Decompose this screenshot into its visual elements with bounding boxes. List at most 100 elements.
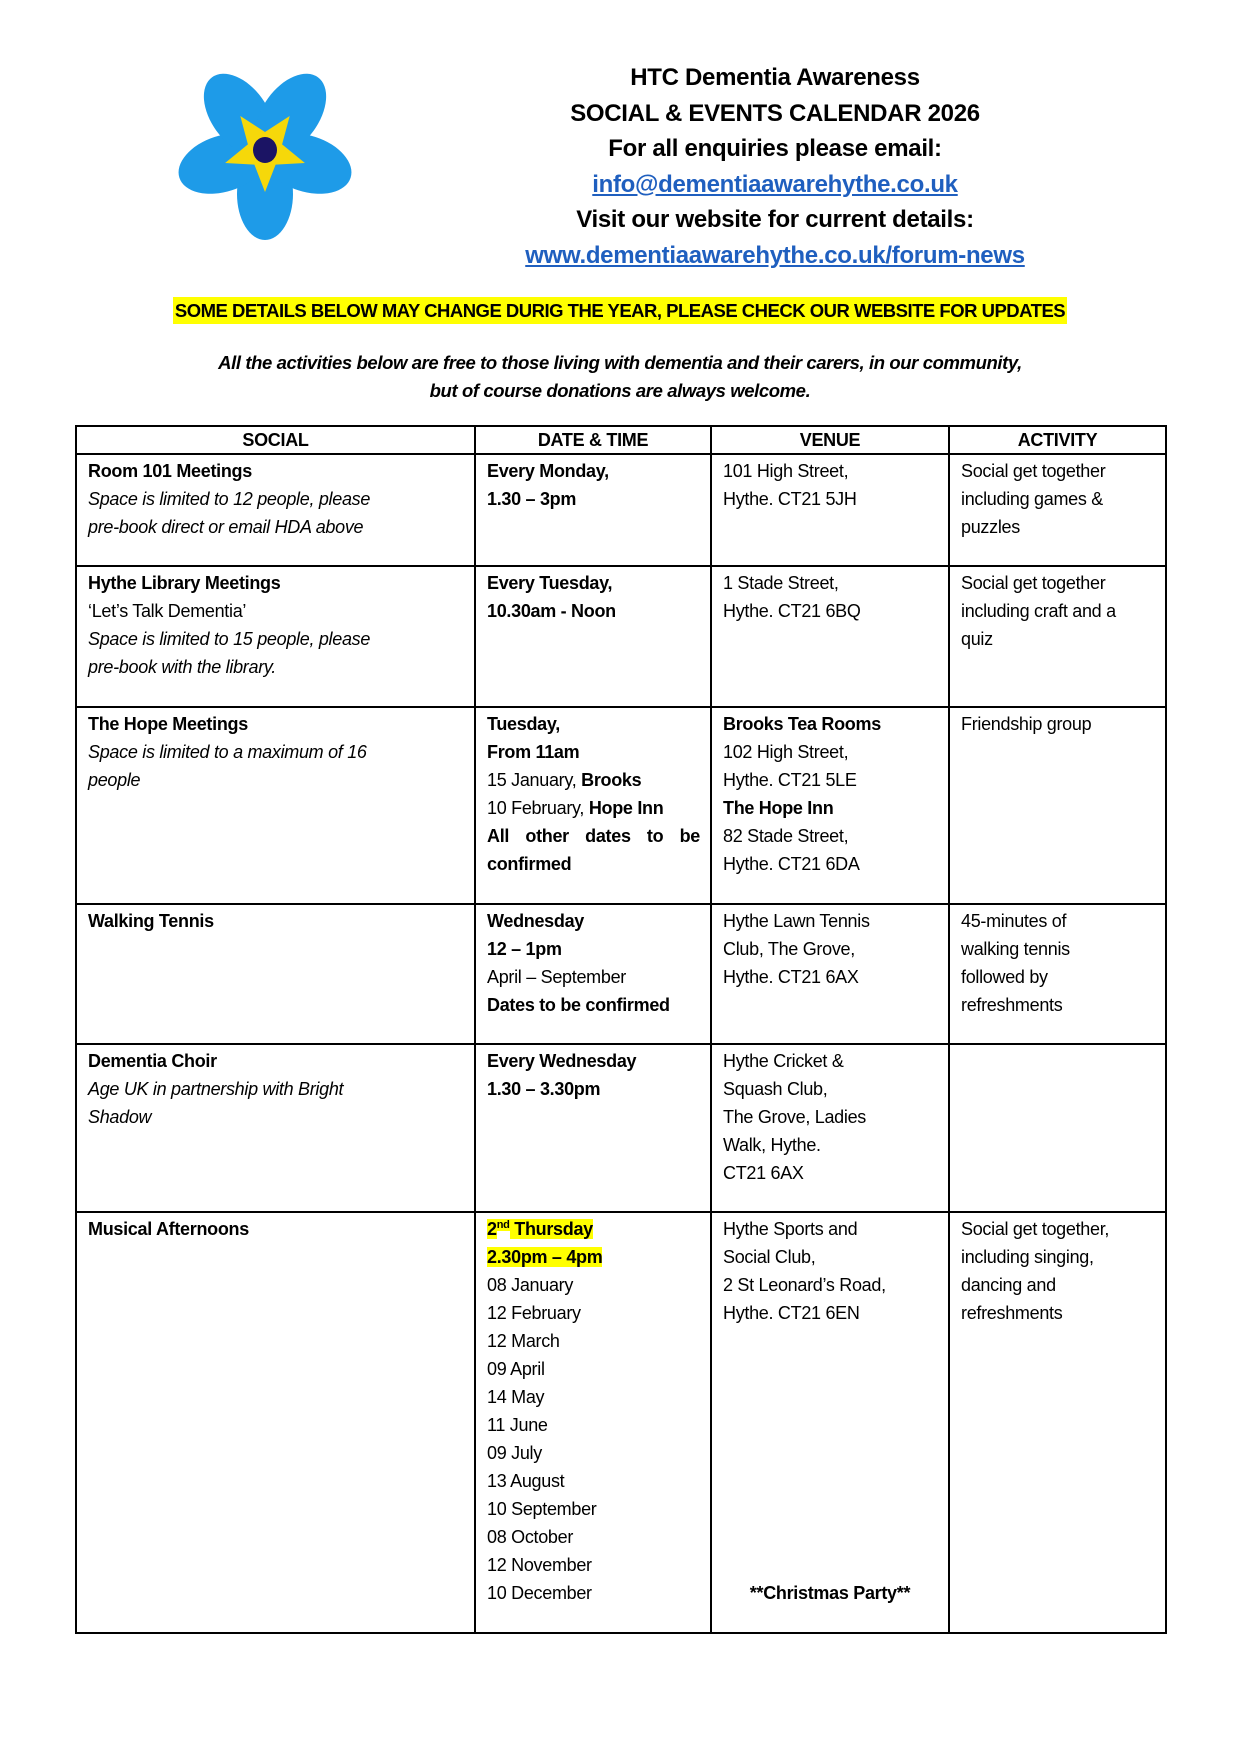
- cell-line: refreshments: [961, 991, 1155, 1019]
- cell-text: Tuesday,: [487, 714, 560, 734]
- cell-text: From 11am: [487, 742, 580, 762]
- cell-line: Friendship group: [961, 710, 1155, 738]
- cell-social: Walking Tennis: [75, 903, 476, 1045]
- cell-venue: Brooks Tea Rooms 102 High Street, Hythe. C…: [710, 706, 950, 905]
- cell-line: 2.30pm – 4pm: [487, 1243, 700, 1271]
- cell-text: 08 October: [487, 1527, 574, 1547]
- cell-line: Hythe Sports and: [723, 1215, 938, 1243]
- cell-line: Every Wednesday: [487, 1047, 700, 1075]
- cell-line: The Hope Meetings: [88, 710, 464, 738]
- cell-text: 82 Stade Street,: [723, 826, 849, 846]
- col-social: SOCIAL: [75, 425, 476, 455]
- cell-line: Dementia Choir: [88, 1047, 464, 1075]
- cell-text: Dates to be confirmed: [487, 995, 670, 1015]
- cell-text: Social get together: [961, 461, 1106, 481]
- cell-activity: 45-minutes of walking tennis followed by re…: [948, 903, 1167, 1045]
- cell-text: refreshments: [961, 995, 1063, 1015]
- cell-text: 09 April: [487, 1359, 545, 1379]
- cell-line: Hythe. CT21 6DA: [723, 850, 938, 878]
- cell-text: Wednesday: [487, 911, 585, 931]
- cell-line: Tuesday,: [487, 710, 700, 738]
- cell-line: CT21 6AX: [723, 1159, 938, 1187]
- col-date-time: DATE & TIME: [474, 425, 712, 455]
- cell-text: The Hope Meetings: [88, 714, 248, 734]
- cell-activity: Social get together including games & puzz…: [948, 453, 1167, 567]
- cell-text: 15 January,: [487, 770, 582, 790]
- table-row: Room 101 Meetings Space is limited to 12 …: [75, 453, 1167, 567]
- cell-text: Walk, Hythe.: [723, 1135, 821, 1155]
- cell-text: 11 June: [487, 1415, 548, 1435]
- intro-text: All the activities below are free to tho…: [0, 349, 1240, 405]
- cell-text: walking tennis: [961, 939, 1070, 959]
- cell-date: Wednesday 12 – 1pm April – September Dates …: [474, 903, 712, 1045]
- table-row: The Hope Meetings Space is limited to a m…: [75, 706, 1167, 905]
- cell-date: Every Tuesday, 10.30am - Noon: [474, 565, 712, 708]
- cell-line: April – September: [487, 963, 700, 991]
- cell-line: Room 101 Meetings: [88, 457, 464, 485]
- cell-line: Hythe. CT21 5LE: [723, 766, 938, 794]
- cell-line: 10 December: [487, 1579, 700, 1607]
- cell-line: Musical Afternoons: [88, 1215, 464, 1243]
- cell-text: Hythe. CT21 5JH: [723, 489, 857, 509]
- cell-text: Squash Club,: [723, 1079, 828, 1099]
- cell-text: followed by: [961, 967, 1048, 987]
- cell-venue: Hythe Sports and Social Club, 2 St Leonard…: [710, 1211, 950, 1634]
- cell-text: pre-book direct or email HDA above: [88, 517, 364, 537]
- cell-venue: Hythe Cricket & Squash Club, The Grove, La…: [710, 1043, 950, 1213]
- cell-text: 102 High Street,: [723, 742, 849, 762]
- cell-text: quiz: [961, 629, 993, 649]
- cell-line: 45-minutes of: [961, 907, 1155, 935]
- cell-line: Hythe. CT21 6EN: [723, 1299, 938, 1327]
- cell-line: 2 St Leonard’s Road,: [723, 1271, 938, 1299]
- cell-line: including games &: [961, 485, 1155, 513]
- cell-social: Hythe Library Meetings ‘Let’s Talk Dement…: [75, 565, 476, 708]
- email-link[interactable]: info@dementiaawarehythe.co.uk: [592, 170, 958, 198]
- cell-line: Club, The Grove,: [723, 935, 938, 963]
- events-table: SOCIAL DATE & TIME VENUE ACTIVITY Room 1…: [75, 425, 1167, 1634]
- cell-line: 09 April: [487, 1355, 700, 1383]
- cell-line: Hythe Cricket &: [723, 1047, 938, 1075]
- website-link[interactable]: www.dementiaawarehythe.co.uk/forum-news: [525, 241, 1025, 269]
- cell-line: Social get together: [961, 569, 1155, 597]
- cell-line: Walk, Hythe.: [723, 1131, 938, 1159]
- cell-activity: Social get together including craft and a…: [948, 565, 1167, 708]
- forget-me-not-flower-icon: [178, 73, 352, 240]
- cell-text: Musical Afternoons: [88, 1219, 249, 1239]
- cell-line: The Grove, Ladies: [723, 1103, 938, 1131]
- cell-text: 2: [487, 1219, 497, 1239]
- cell-line: walking tennis: [961, 935, 1155, 963]
- cell-line: 09 July: [487, 1439, 700, 1467]
- cell-text: puzzles: [961, 517, 1020, 537]
- cell-line: people: [88, 766, 464, 794]
- cell-text: Hythe Cricket &: [723, 1051, 844, 1071]
- cell-text: 09 July: [487, 1443, 542, 1463]
- cell-text: confirmed: [487, 854, 572, 874]
- cell-text: 1.30 – 3.30pm: [487, 1079, 601, 1099]
- cell-line: 10.30am - Noon: [487, 597, 700, 625]
- cell-text: including singing,: [961, 1247, 1094, 1267]
- cell-text: 14 May: [487, 1387, 545, 1407]
- cell-line: puzzles: [961, 513, 1155, 541]
- cell-line: 12 – 1pm: [487, 935, 700, 963]
- cell-text: ‘Let’s Talk Dementia’: [88, 601, 247, 621]
- cell-line: Shadow: [88, 1103, 464, 1131]
- cell-line: Space is limited to 12 people, please: [88, 485, 464, 513]
- cell-text: refreshments: [961, 1303, 1063, 1323]
- flower-center: [253, 137, 277, 163]
- cell-social: Room 101 Meetings Space is limited to 12 …: [75, 453, 476, 567]
- cell-text: Every Tuesday,: [487, 573, 613, 593]
- cell-text: 12 February: [487, 1303, 581, 1323]
- cell-line: 12 November: [487, 1551, 700, 1579]
- update-warning-banner: SOME DETAILS BELOW MAY CHANGE DURIG THE …: [0, 297, 1240, 324]
- cell-line: Hythe Library Meetings: [88, 569, 464, 597]
- cell-line: All other dates to be: [487, 822, 700, 850]
- cell-date: Every Wednesday 1.30 – 3.30pm: [474, 1043, 712, 1213]
- cell-text: The Grove, Ladies: [723, 1107, 866, 1127]
- cell-line: From 11am: [487, 738, 700, 766]
- cell-date: 2nd Thursday 2.30pm – 4pm 08 January 12 Feb…: [474, 1211, 712, 1634]
- cell-text: Brooks: [581, 770, 642, 790]
- cell-text: Room 101 Meetings: [88, 461, 252, 481]
- cell-venue: 1 Stade Street, Hythe. CT21 6BQ: [710, 565, 950, 708]
- cell-venue: 101 High Street, Hythe. CT21 5JH: [710, 453, 950, 567]
- cell-line: Wednesday: [487, 907, 700, 935]
